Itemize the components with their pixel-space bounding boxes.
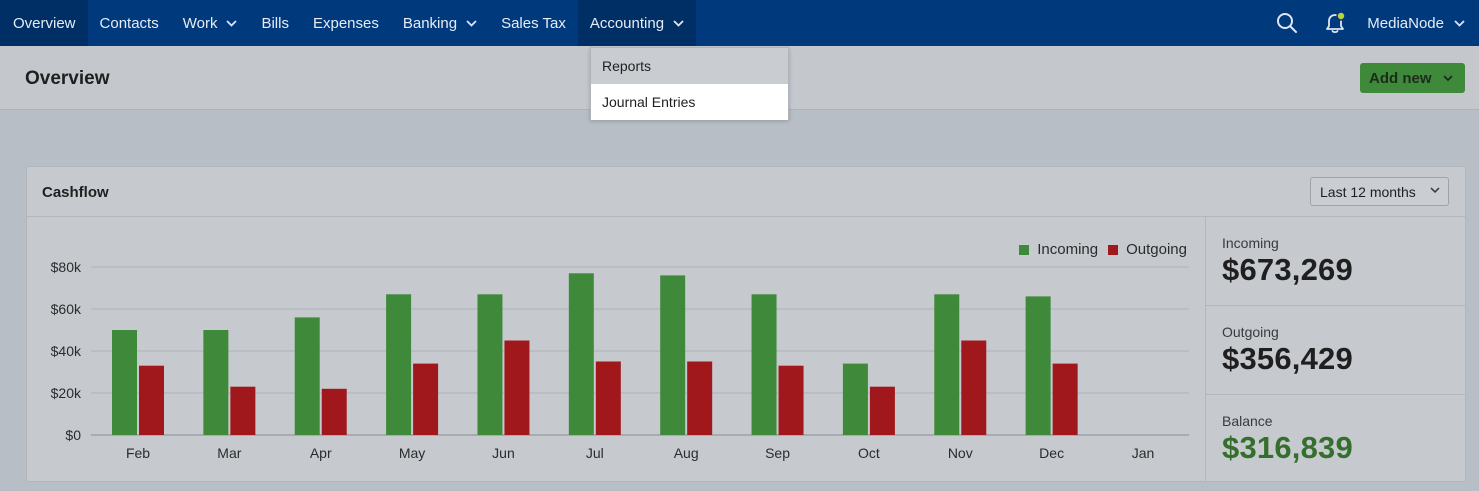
menu-item-reports[interactable]: Reports xyxy=(602,58,652,74)
stat-outgoing: Outgoing $356,429 xyxy=(1206,306,1466,395)
bar-incoming-dec[interactable] xyxy=(1025,296,1051,435)
cashflow-chart-svg: $0 $20k $40k $60k $80k Feb Mar Apr May Jun Jul Aug S… xyxy=(51,259,1189,461)
y-tick-label: $40k xyxy=(51,343,82,359)
bar-outgoing-oct[interactable] xyxy=(869,386,895,435)
stat-label: Outgoing xyxy=(1222,324,1279,340)
x-tick-label: Mar xyxy=(217,445,241,461)
nav-item-accounting[interactable]: Accounting xyxy=(577,0,697,46)
stat-label: Incoming xyxy=(1222,235,1279,251)
nav-right: MediaNode xyxy=(1263,0,1479,46)
bar-outgoing-jun[interactable] xyxy=(504,340,530,436)
legend-entry-incoming[interactable]: Incoming xyxy=(1019,241,1098,258)
nav-item-bills[interactable]: Bills xyxy=(249,0,301,46)
chart-legend: Incoming Outgoing xyxy=(1009,241,1187,258)
add-new-label: Add new xyxy=(1369,69,1432,87)
chevron-down-icon xyxy=(673,19,684,27)
chevron-down-icon xyxy=(1454,19,1465,27)
bar-outgoing-apr[interactable] xyxy=(321,388,347,435)
nav-item-label: Contacts xyxy=(99,14,159,32)
cashflow-stats: Incoming $673,269 Outgoing $356,429 Balance $… xyxy=(1205,217,1466,482)
bar-outgoing-dec[interactable] xyxy=(1052,363,1078,435)
user-name: MediaNode xyxy=(1367,14,1444,32)
x-tick-label: Jul xyxy=(586,445,604,461)
nav-item-banking[interactable]: Banking xyxy=(391,0,489,46)
bar-incoming-jun[interactable] xyxy=(477,294,503,435)
user-menu[interactable]: MediaNode xyxy=(1359,15,1479,32)
top-nav: Overview Contacts Work Bills Expenses Banking… xyxy=(0,0,1479,46)
stat-value: $316,839 xyxy=(1222,430,1353,465)
x-tick-label: Feb xyxy=(126,445,150,461)
bar-outgoing-jul[interactable] xyxy=(595,361,621,436)
legend-label: Incoming xyxy=(1037,241,1099,258)
chevron-down-icon xyxy=(1442,74,1453,82)
bar-outgoing-may[interactable] xyxy=(413,363,439,435)
page-title: Overview xyxy=(25,68,110,89)
x-tick-label: Jan xyxy=(1132,445,1155,461)
legend-swatch xyxy=(1108,244,1119,255)
x-tick-label: Dec xyxy=(1039,445,1064,461)
nav-item-label: Banking xyxy=(402,14,458,32)
nav-items: Overview Contacts Work Bills Expenses Banking… xyxy=(0,0,697,46)
bar-incoming-oct[interactable] xyxy=(842,363,868,435)
x-tick-label: Apr xyxy=(310,445,332,461)
nav-item-label: Work xyxy=(182,14,218,32)
legend-swatch xyxy=(1019,244,1030,255)
bar-incoming-apr[interactable] xyxy=(294,317,320,435)
x-tick-label: Sep xyxy=(765,445,790,461)
y-tick-label: $0 xyxy=(65,427,81,443)
bell-icon[interactable] xyxy=(1311,0,1359,46)
nav-item-sales-tax[interactable]: Sales Tax xyxy=(489,0,578,46)
legend-entry-outgoing[interactable]: Outgoing xyxy=(1108,241,1187,258)
nav-item-label: Bills xyxy=(261,14,289,32)
nav-item-label: Overview xyxy=(13,14,76,32)
bar-incoming-jul[interactable] xyxy=(568,273,594,435)
x-tick-label: Oct xyxy=(858,445,880,461)
x-tick-label: Aug xyxy=(674,445,699,461)
search-icon[interactable] xyxy=(1263,0,1311,46)
stat-value: $356,429 xyxy=(1222,341,1353,376)
nav-item-expenses[interactable]: Expenses xyxy=(301,0,391,46)
chevron-down-icon xyxy=(1430,187,1440,194)
stat-label: Balance xyxy=(1222,413,1273,429)
stat-value: $673,269 xyxy=(1222,252,1353,287)
date-range-select[interactable]: Last 12 months xyxy=(1310,177,1449,206)
bar-incoming-aug[interactable] xyxy=(660,275,686,435)
bar-incoming-mar[interactable] xyxy=(203,330,229,435)
chevron-down-icon xyxy=(466,19,477,27)
x-tick-label: Nov xyxy=(948,445,973,461)
bar-incoming-feb[interactable] xyxy=(112,330,137,435)
date-range-value: Last 12 months xyxy=(1320,183,1416,200)
nav-item-contacts[interactable]: Contacts xyxy=(88,0,171,46)
y-tick-label: $80k xyxy=(51,259,82,275)
stat-incoming: Incoming $673,269 xyxy=(1206,217,1466,306)
bar-outgoing-mar[interactable] xyxy=(230,386,256,435)
x-tick-label: May xyxy=(399,445,425,461)
x-tick-label: Jun xyxy=(492,445,515,461)
y-tick-label: $20k xyxy=(51,385,82,401)
chevron-down-icon xyxy=(226,19,238,27)
bar-outgoing-nov[interactable] xyxy=(961,340,987,436)
bar-outgoing-sep[interactable] xyxy=(778,365,804,435)
nav-item-label: Accounting xyxy=(589,14,665,32)
nav-item-label: Expenses xyxy=(312,14,379,32)
add-new-button[interactable]: Add new xyxy=(1360,63,1465,93)
cashflow-title: Cashflow xyxy=(42,184,109,201)
cashflow-card: Cashflow Last 12 months $0 $20k $40k $60k $8… xyxy=(26,166,1466,482)
bar-outgoing-feb[interactable] xyxy=(139,365,164,435)
bar-outgoing-aug[interactable] xyxy=(687,361,713,436)
cashflow-card-header: Cashflow Last 12 months xyxy=(27,167,1465,217)
y-tick-label: $60k xyxy=(51,301,82,317)
nav-item-overview[interactable]: Overview xyxy=(0,0,88,46)
cashflow-chart: $0 $20k $40k $60k $80k Feb Mar Apr May Jun Jul Aug S… xyxy=(27,217,1205,482)
bar-incoming-sep[interactable] xyxy=(751,294,777,435)
bar-incoming-may[interactable] xyxy=(386,294,412,435)
stat-balance: Balance $316,839 xyxy=(1206,395,1466,484)
nav-item-work[interactable]: Work xyxy=(171,0,250,46)
nav-item-label: Sales Tax xyxy=(501,14,566,32)
legend-label: Outgoing xyxy=(1126,241,1187,258)
bar-incoming-nov[interactable] xyxy=(934,294,960,435)
menu-item-journal-entries[interactable]: Journal Entries xyxy=(591,84,788,120)
accounting-dropdown-menu: Reports Journal Entries xyxy=(590,47,789,120)
